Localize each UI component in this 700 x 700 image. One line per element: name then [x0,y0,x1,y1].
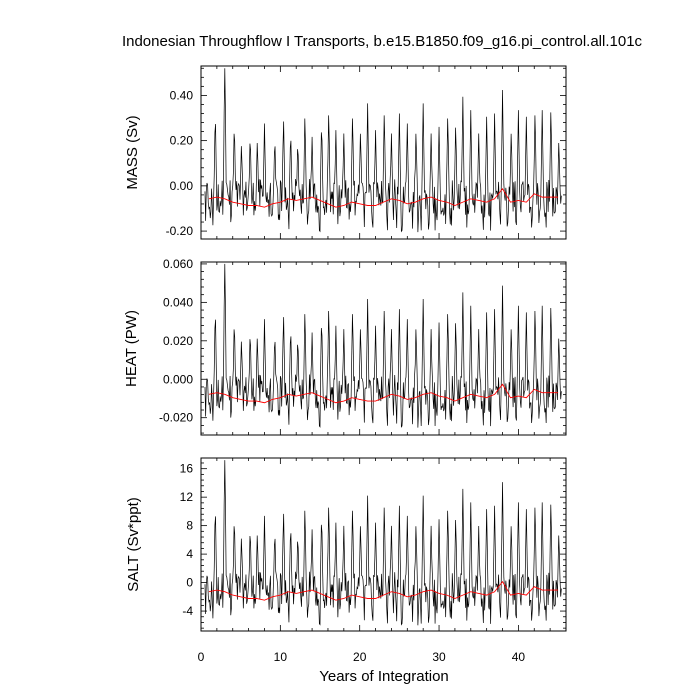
y-tick-label: 4 [186,547,193,561]
y-tick-label: 0.040 [163,295,193,309]
y-tick-label: -0.020 [159,411,193,425]
y-tick-label: 16 [180,462,194,476]
x-tick-label: 20 [353,650,367,664]
y-tick-label: 0.020 [163,334,193,348]
monthly-series-line [204,263,562,428]
y-tick-label: 12 [180,490,194,504]
x-axis-label: Years of Integration [319,668,449,685]
y-tick-label: 0 [186,576,193,590]
plot-frame [200,65,567,240]
monthly-series-line [204,68,562,233]
x-tick-label: 30 [432,650,446,664]
y-axis-label: MASS (Sv) [124,115,141,189]
x-tick-label: 10 [274,650,288,664]
y-axis-label: SALT (Sv*ppt) [125,497,142,591]
chart-title: Indonesian Throughflow I Transports, b.e… [122,33,643,50]
y-tick-label: 0.20 [170,134,194,148]
y-tick-label: 0.060 [163,257,193,271]
y-tick-label: -4 [182,604,193,618]
y-tick-label: 0.40 [170,88,194,102]
x-tick-label: 40 [512,650,526,664]
plot-frame [200,457,567,632]
y-tick-label: 0.00 [170,179,194,193]
annual-mean-line [208,187,559,208]
panel-2: -0.020 0.000 0.020 0.040 0.060 HEAT (PW) [123,257,567,436]
y-axis-label: HEAT (PW) [123,310,140,387]
x-tick-label: 0 [198,650,205,664]
panel-1: -0.20 0.00 0.20 0.40 MASS (Sv) [124,65,567,240]
panel-3: 0 10 20 30 40 -4 0 4 8 12 16 SALT (Sv*ppt) [125,457,567,664]
panels-group: -0.20 0.00 0.20 0.40 MASS (Sv) -0.020 0.000 0.0… [123,65,567,664]
y-tick-label: 8 [186,519,193,533]
annual-mean-line [208,383,559,404]
monthly-series-line [204,460,562,626]
y-tick-label: 0.000 [163,372,193,386]
y-tick-label: -0.20 [166,224,194,238]
annual-mean-line [208,580,559,601]
